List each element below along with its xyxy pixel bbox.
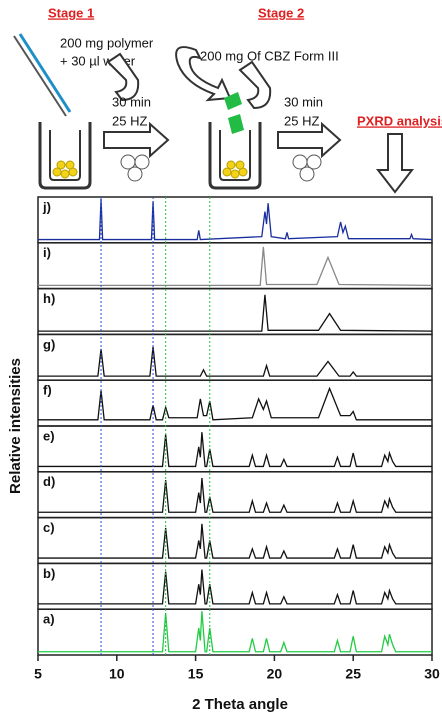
label: 30 min	[284, 94, 323, 109]
balls	[292, 154, 322, 182]
pattern-line	[38, 346, 432, 377]
crystal	[224, 92, 242, 110]
x-tick-label: 15	[188, 666, 204, 682]
series-label: c)	[43, 520, 55, 535]
powder	[52, 160, 78, 179]
panel	[37, 242, 433, 290]
jar	[38, 122, 92, 190]
panel	[37, 562, 433, 610]
pattern-line	[38, 569, 432, 605]
series-label: h)	[43, 291, 55, 306]
label: 25 HZ	[112, 113, 147, 128]
x-tick-label: 25	[345, 666, 361, 682]
crystal	[228, 114, 244, 134]
powder	[222, 160, 248, 179]
arrow	[103, 121, 170, 159]
stage-title: Stage 1	[48, 5, 94, 20]
pattern-line	[38, 477, 432, 513]
pattern-line	[38, 523, 432, 559]
jar	[219, 130, 251, 181]
series-label: f)	[43, 383, 52, 398]
x-tick-label: 20	[267, 666, 283, 682]
stage-title: Stage 2	[258, 5, 304, 20]
panel	[37, 471, 433, 519]
x-tick-label: 30	[424, 666, 440, 682]
panel	[37, 425, 433, 473]
pattern-line	[38, 246, 433, 286]
label: 200 mg Of CBZ Form III	[200, 48, 339, 63]
pattern-line	[38, 611, 432, 653]
series-label: g)	[43, 337, 55, 352]
x-tick-label: 5	[34, 666, 42, 682]
label: 25 HZ	[284, 113, 319, 128]
arrow	[375, 133, 415, 194]
curved-arrow	[175, 46, 232, 102]
x-axis-label: 2 Theta angle	[192, 696, 288, 713]
balls	[120, 154, 150, 182]
jar	[208, 122, 262, 190]
pipette	[18, 33, 72, 113]
lid	[238, 60, 272, 110]
panel	[37, 516, 433, 565]
series-label: j)	[42, 199, 51, 214]
series-label: b)	[43, 566, 55, 581]
panel	[37, 608, 433, 656]
panel	[37, 333, 433, 381]
analysis-title: PXRD analysis	[357, 113, 442, 128]
panel	[37, 196, 433, 244]
series-label: d)	[43, 474, 55, 489]
jar	[49, 130, 81, 181]
y-axis-label: Relative intensities	[7, 358, 24, 494]
series-label: e)	[43, 428, 55, 443]
series-label: i)	[43, 245, 51, 260]
pattern-line	[38, 432, 432, 468]
pattern-line	[38, 294, 433, 332]
pipette	[13, 35, 67, 117]
x-tick-label: 10	[109, 666, 125, 682]
label: 200 mg polymer	[60, 35, 154, 50]
pattern-line	[38, 386, 432, 421]
label: 30 min	[112, 94, 151, 109]
panel	[37, 287, 433, 336]
series-label: a)	[43, 612, 55, 627]
arrow	[277, 121, 342, 159]
lid	[106, 52, 140, 102]
pattern-line	[38, 198, 433, 241]
